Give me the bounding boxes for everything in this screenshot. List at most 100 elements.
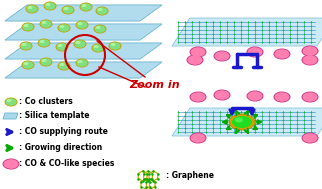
Ellipse shape: [229, 114, 255, 130]
Ellipse shape: [93, 25, 107, 33]
Ellipse shape: [73, 40, 87, 49]
Ellipse shape: [42, 21, 46, 24]
Polygon shape: [172, 18, 322, 46]
Ellipse shape: [41, 20, 52, 28]
Ellipse shape: [235, 118, 243, 122]
Ellipse shape: [75, 41, 80, 44]
Ellipse shape: [55, 43, 69, 51]
Ellipse shape: [40, 57, 52, 67]
Polygon shape: [5, 24, 162, 40]
Ellipse shape: [190, 91, 206, 102]
Ellipse shape: [24, 62, 29, 65]
Ellipse shape: [62, 5, 74, 15]
Polygon shape: [5, 62, 162, 78]
Ellipse shape: [78, 60, 82, 63]
Ellipse shape: [6, 99, 12, 102]
Polygon shape: [5, 62, 162, 78]
Ellipse shape: [26, 5, 37, 13]
Text: : Silica template: : Silica template: [19, 112, 90, 121]
Ellipse shape: [5, 98, 16, 106]
Polygon shape: [5, 43, 162, 59]
Ellipse shape: [91, 43, 105, 53]
Ellipse shape: [37, 39, 51, 47]
Ellipse shape: [80, 3, 91, 11]
Ellipse shape: [23, 23, 33, 31]
Ellipse shape: [25, 5, 39, 13]
Polygon shape: [5, 5, 162, 21]
Text: : CO & CO-like species: : CO & CO-like species: [19, 160, 114, 169]
Ellipse shape: [42, 59, 46, 62]
Ellipse shape: [214, 90, 230, 100]
Ellipse shape: [191, 92, 205, 102]
Ellipse shape: [43, 2, 56, 11]
Ellipse shape: [248, 91, 262, 101]
Ellipse shape: [248, 47, 262, 57]
Ellipse shape: [45, 3, 51, 6]
Ellipse shape: [4, 159, 18, 169]
Ellipse shape: [247, 91, 263, 101]
Ellipse shape: [186, 54, 204, 66]
Ellipse shape: [191, 133, 205, 143]
Ellipse shape: [60, 63, 64, 66]
Ellipse shape: [96, 6, 109, 15]
Ellipse shape: [301, 132, 318, 143]
Polygon shape: [5, 43, 162, 59]
Ellipse shape: [63, 7, 69, 10]
Text: : CO supplying route: : CO supplying route: [19, 128, 108, 136]
Ellipse shape: [74, 40, 86, 48]
Text: Zoom in: Zoom in: [130, 80, 180, 90]
Ellipse shape: [97, 7, 108, 15]
Ellipse shape: [75, 20, 89, 29]
Ellipse shape: [273, 49, 290, 60]
Ellipse shape: [21, 42, 32, 50]
Ellipse shape: [273, 91, 290, 102]
Ellipse shape: [3, 159, 20, 170]
Ellipse shape: [110, 43, 116, 46]
Polygon shape: [5, 24, 162, 40]
Text: : Graphene: : Graphene: [166, 171, 214, 180]
Ellipse shape: [98, 8, 102, 11]
Ellipse shape: [39, 39, 50, 47]
Polygon shape: [172, 108, 322, 136]
Text: : Growing direction: : Growing direction: [19, 143, 102, 153]
Ellipse shape: [22, 22, 34, 32]
Ellipse shape: [109, 42, 120, 50]
Ellipse shape: [77, 21, 88, 29]
Ellipse shape: [232, 116, 252, 128]
Ellipse shape: [191, 47, 205, 57]
Ellipse shape: [274, 92, 289, 102]
Ellipse shape: [58, 23, 71, 33]
Ellipse shape: [58, 44, 62, 47]
Ellipse shape: [41, 58, 52, 66]
Ellipse shape: [190, 46, 206, 57]
Ellipse shape: [190, 132, 206, 143]
Ellipse shape: [56, 43, 68, 51]
Ellipse shape: [59, 24, 70, 32]
Ellipse shape: [302, 92, 317, 102]
Ellipse shape: [96, 26, 100, 29]
Ellipse shape: [44, 2, 55, 10]
Ellipse shape: [60, 25, 64, 28]
Ellipse shape: [22, 60, 34, 70]
Ellipse shape: [81, 4, 87, 7]
Ellipse shape: [62, 6, 73, 14]
Ellipse shape: [20, 42, 33, 50]
Ellipse shape: [80, 2, 92, 12]
Ellipse shape: [247, 46, 263, 57]
Ellipse shape: [301, 54, 318, 66]
Ellipse shape: [214, 51, 230, 61]
Ellipse shape: [301, 91, 318, 102]
Ellipse shape: [5, 98, 17, 106]
Ellipse shape: [77, 59, 88, 67]
Ellipse shape: [302, 55, 317, 65]
Ellipse shape: [40, 19, 52, 29]
Ellipse shape: [213, 90, 231, 101]
Ellipse shape: [23, 61, 33, 69]
Text: : Co clusters: : Co clusters: [19, 98, 73, 106]
Ellipse shape: [59, 62, 70, 70]
Ellipse shape: [301, 46, 318, 57]
Ellipse shape: [302, 46, 317, 56]
Polygon shape: [3, 113, 18, 119]
Ellipse shape: [40, 40, 44, 43]
Ellipse shape: [94, 25, 106, 33]
